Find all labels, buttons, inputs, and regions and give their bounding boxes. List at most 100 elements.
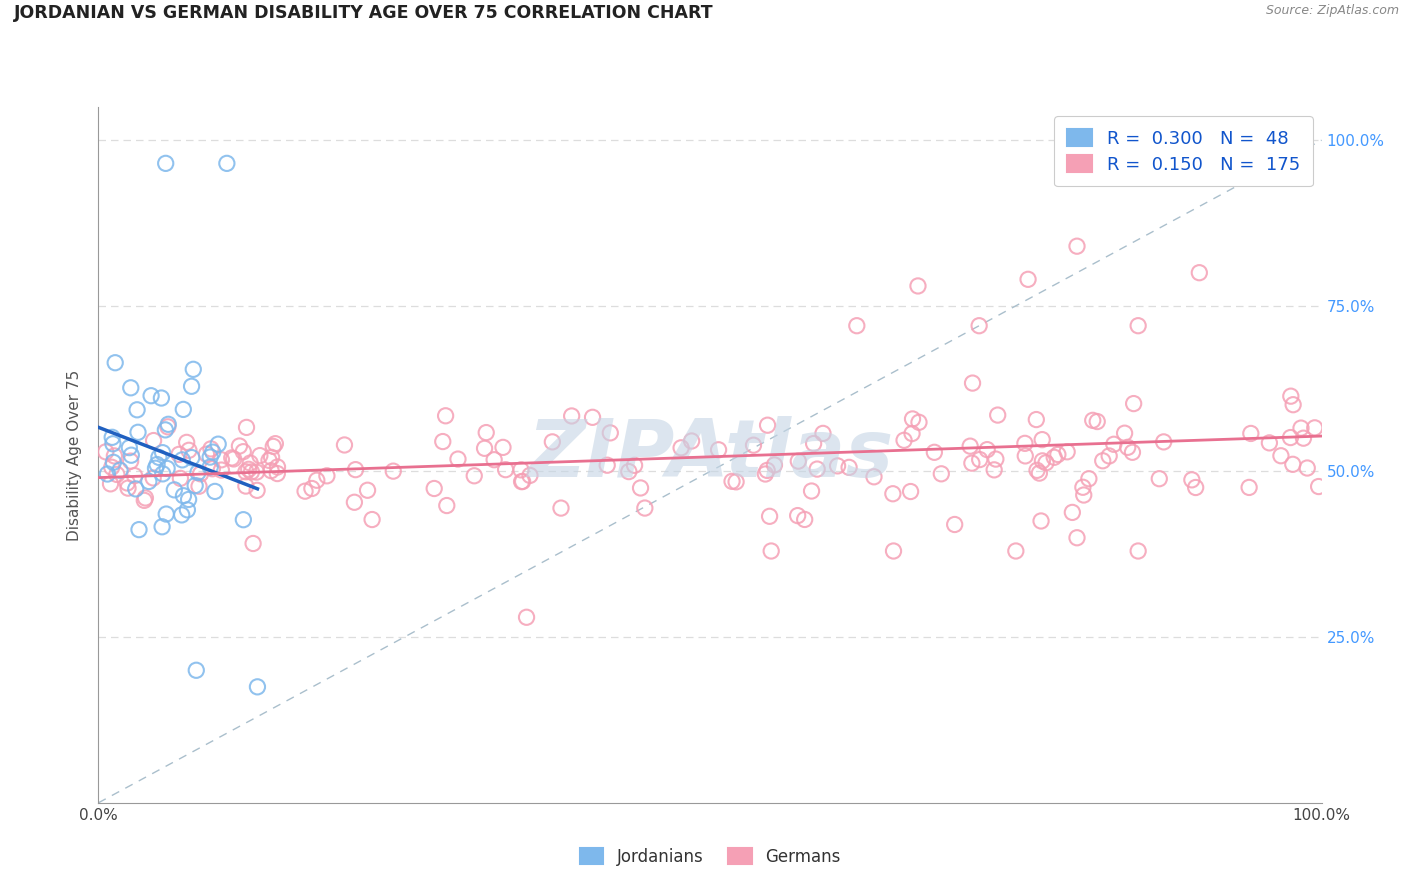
Point (177, 492, 200, 507)
Point (721, 475, 744, 489)
Point (901, 426, 924, 441)
Point (101, 430, 124, 444)
Point (550, 501, 572, 516)
Point (125, 482, 148, 496)
Point (811, 426, 834, 441)
Point (806, 462, 828, 476)
Point (103, 455, 125, 469)
Point (1121, 445, 1143, 459)
Point (176, 435, 198, 450)
Point (1274, 153, 1296, 167)
Point (195, 447, 218, 461)
Point (246, 483, 269, 498)
Point (924, 445, 946, 459)
Point (882, 487, 904, 501)
Point (983, 463, 1005, 477)
Point (184, 478, 207, 492)
Point (172, 489, 194, 503)
Point (180, 450, 202, 465)
Point (190, 467, 212, 481)
Point (228, 439, 250, 453)
Point (761, 544, 783, 558)
Point (1308, 479, 1330, 493)
Point (235, 479, 257, 493)
Point (172, 402, 194, 417)
Point (541, 434, 564, 449)
Point (908, 415, 931, 429)
Point (232, 444, 254, 458)
Point (200, 442, 222, 456)
Point (186, 663, 208, 677)
Point (492, 441, 515, 455)
Point (170, 508, 193, 522)
Point (883, 544, 905, 558)
Point (1014, 436, 1036, 450)
Point (1240, 426, 1263, 441)
Point (1014, 449, 1036, 463)
Point (104, 356, 127, 370)
Point (176, 503, 198, 517)
Text: JORDANIAN VS GERMAN DISABILITY AGE OVER 75 CORRELATION CHART: JORDANIAN VS GERMAN DISABILITY AGE OVER … (14, 4, 714, 22)
Point (142, 434, 165, 448)
Point (463, 468, 485, 483)
Point (1116, 440, 1139, 454)
Point (152, 445, 174, 459)
Point (447, 452, 470, 467)
Point (423, 482, 446, 496)
Point (960, 456, 983, 470)
Point (1188, 266, 1211, 280)
Point (211, 452, 233, 467)
Point (198, 450, 221, 464)
Point (561, 409, 583, 423)
Point (172, 453, 194, 467)
Point (249, 449, 271, 463)
Point (124, 468, 146, 483)
Point (207, 437, 229, 451)
Point (1043, 450, 1066, 465)
Point (1026, 463, 1049, 477)
Point (150, 520, 173, 534)
Point (215, 156, 238, 170)
Point (434, 409, 457, 423)
Point (969, 452, 991, 467)
Point (246, 680, 269, 694)
Point (482, 452, 505, 467)
Text: Source: ZipAtlas.com: Source: ZipAtlas.com (1265, 4, 1399, 18)
Point (201, 462, 224, 476)
Point (343, 495, 366, 509)
Point (232, 513, 254, 527)
Point (1077, 472, 1099, 486)
Point (157, 417, 180, 432)
Point (301, 482, 323, 496)
Point (180, 379, 202, 393)
Point (260, 450, 283, 465)
Point (515, 610, 537, 624)
Point (305, 473, 328, 487)
Point (1128, 544, 1150, 558)
Point (1303, 421, 1326, 435)
Point (1098, 449, 1121, 463)
Point (120, 448, 142, 462)
Point (669, 441, 692, 455)
Point (495, 463, 517, 477)
Point (474, 442, 496, 456)
Point (1237, 480, 1260, 494)
Point (239, 456, 262, 470)
Point (209, 463, 232, 477)
Point (264, 436, 287, 450)
Point (1085, 415, 1108, 429)
Point (599, 425, 621, 440)
Point (105, 467, 128, 482)
Point (617, 465, 640, 479)
Point (976, 442, 998, 457)
Point (108, 463, 131, 477)
Point (623, 458, 645, 473)
Point (1279, 389, 1302, 403)
Point (294, 484, 316, 499)
Point (1031, 454, 1053, 468)
Point (929, 467, 952, 481)
Point (845, 318, 868, 333)
Point (725, 475, 748, 489)
Point (519, 468, 541, 483)
Point (634, 501, 657, 516)
